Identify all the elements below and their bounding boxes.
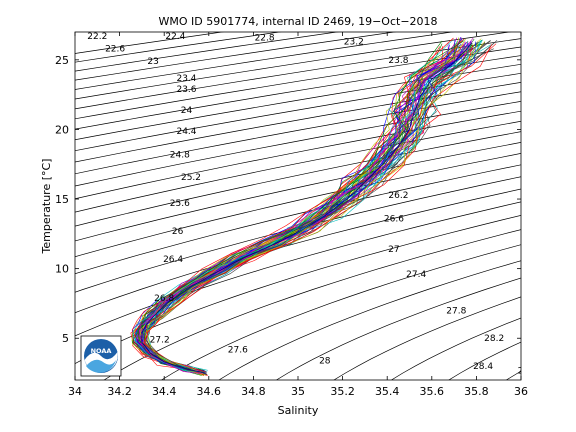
x-tick-label: 34.4 bbox=[152, 385, 177, 398]
isopycnal-line bbox=[525, 0, 576, 408]
profile-line bbox=[131, 40, 443, 372]
isopycnal-label: 22.2 bbox=[87, 32, 107, 42]
isopycnal-line bbox=[75, 120, 521, 213]
x-tick-label: 35.6 bbox=[420, 385, 445, 398]
isopycnal-label: 25.2 bbox=[181, 173, 201, 183]
isopycnal-label: 24.4 bbox=[176, 127, 196, 137]
x-axis: 34 34.2 34.4 34.6 34.8 35 35.2 35.4 35.6 35.8 36 bbox=[68, 32, 528, 398]
isopycnal-label: 26.4 bbox=[163, 255, 183, 265]
isopycnal-label: 22.4 bbox=[165, 32, 185, 42]
isopycnal-line bbox=[275, 277, 521, 380]
isopycnal-line bbox=[75, 32, 397, 81]
isopycnal-label: 24 bbox=[181, 106, 193, 116]
y-tick-label: 5 bbox=[62, 332, 69, 345]
isopycnal-label: 27.2 bbox=[150, 336, 170, 346]
x-tick-label: 35 bbox=[291, 385, 305, 398]
profile-line bbox=[139, 38, 466, 375]
isopycnal-label: 28.2 bbox=[484, 334, 504, 344]
profile-line bbox=[132, 40, 452, 373]
isopycnal-line bbox=[75, 32, 282, 63]
isopycnal-label: 23.4 bbox=[176, 74, 196, 84]
x-axis-label: Salinity bbox=[278, 404, 319, 417]
isopycnal-label: 26 bbox=[172, 227, 184, 237]
isopycnal-label: 28.6 bbox=[518, 366, 538, 376]
noaa-logo: NOAA bbox=[80, 335, 122, 377]
isopycnal-label: 27.6 bbox=[228, 345, 248, 355]
profile-line bbox=[141, 42, 486, 373]
isopycnal-label: 24.8 bbox=[170, 151, 190, 161]
y-tick-label: 15 bbox=[55, 193, 69, 206]
x-tick-label: 36 bbox=[514, 385, 528, 398]
noaa-logo-text: NOAA bbox=[91, 347, 112, 355]
x-tick-label: 35.8 bbox=[464, 385, 489, 398]
isopycnal-label: 28 bbox=[319, 357, 331, 367]
isopycnal-line bbox=[75, 131, 521, 227]
profile-line bbox=[144, 41, 486, 376]
profile-line bbox=[138, 40, 469, 373]
isopycnal-line bbox=[218, 260, 521, 380]
isopycnal-label: 23.2 bbox=[344, 38, 364, 48]
y-axis-label: Temperature [°C] bbox=[40, 159, 53, 255]
profile-line bbox=[143, 44, 493, 373]
profile-line bbox=[141, 42, 473, 374]
x-tick-label: 35.2 bbox=[330, 385, 355, 398]
isopycnal-label: 26.8 bbox=[154, 294, 174, 304]
profile-lines bbox=[130, 37, 498, 376]
isopycnal-line bbox=[75, 38, 521, 110]
y-axis: 5 10 15 20 25 bbox=[55, 54, 521, 345]
isopycnal-label: 23.8 bbox=[388, 56, 408, 66]
isopycnal-line bbox=[160, 244, 521, 380]
isopycnal-line bbox=[75, 55, 521, 130]
x-tick-label: 34 bbox=[68, 385, 82, 398]
isopycnal-labels: 22.2 22.4 22.6 22.8 23 23.2 23.423.6 23.8 24 24.4… bbox=[87, 32, 538, 376]
chart-title: WMO ID 5901774, internal ID 2469, 19−Oct… bbox=[158, 15, 437, 28]
isopycnal-line bbox=[75, 32, 512, 100]
isopycnal-label: 27.8 bbox=[446, 306, 466, 316]
isopycnal-label: 28.4 bbox=[473, 362, 493, 372]
isopycnal-label: 25.6 bbox=[170, 199, 190, 209]
x-tick-label: 35.4 bbox=[375, 385, 400, 398]
isopycnal-label: 27 bbox=[388, 245, 399, 255]
isopycnal-line bbox=[103, 229, 521, 380]
isopycnal-line bbox=[390, 317, 521, 380]
y-tick-label: 10 bbox=[55, 263, 69, 276]
y-tick-label: 25 bbox=[55, 54, 69, 67]
profile-line bbox=[146, 40, 482, 371]
isopycnal-label: 26.6 bbox=[384, 215, 404, 225]
y-tick-label: 20 bbox=[55, 123, 69, 136]
isopycnal-line bbox=[75, 32, 340, 72]
isopycnal-line bbox=[333, 296, 521, 380]
isopycnal-line bbox=[75, 215, 521, 365]
isopycnal-line bbox=[75, 142, 521, 242]
isopycnal-label: 27.4 bbox=[406, 270, 426, 280]
isopycnal-line bbox=[75, 176, 521, 293]
isopycnal-label: 22.6 bbox=[105, 45, 125, 55]
isopycnal-label: 22.8 bbox=[255, 34, 275, 44]
isopycnal-line bbox=[75, 153, 521, 258]
x-tick-label: 34.6 bbox=[197, 385, 222, 398]
isopycnal-line bbox=[75, 188, 521, 314]
isopycnal-label: 26.2 bbox=[388, 191, 408, 201]
x-tick-label: 34.8 bbox=[241, 385, 266, 398]
profile-line bbox=[132, 44, 464, 375]
isopycnal-label: 23 bbox=[147, 57, 158, 67]
isopycnal-label: 23.6 bbox=[176, 85, 196, 95]
x-tick-label: 34.2 bbox=[107, 385, 132, 398]
isopycnal-line bbox=[75, 32, 455, 90]
